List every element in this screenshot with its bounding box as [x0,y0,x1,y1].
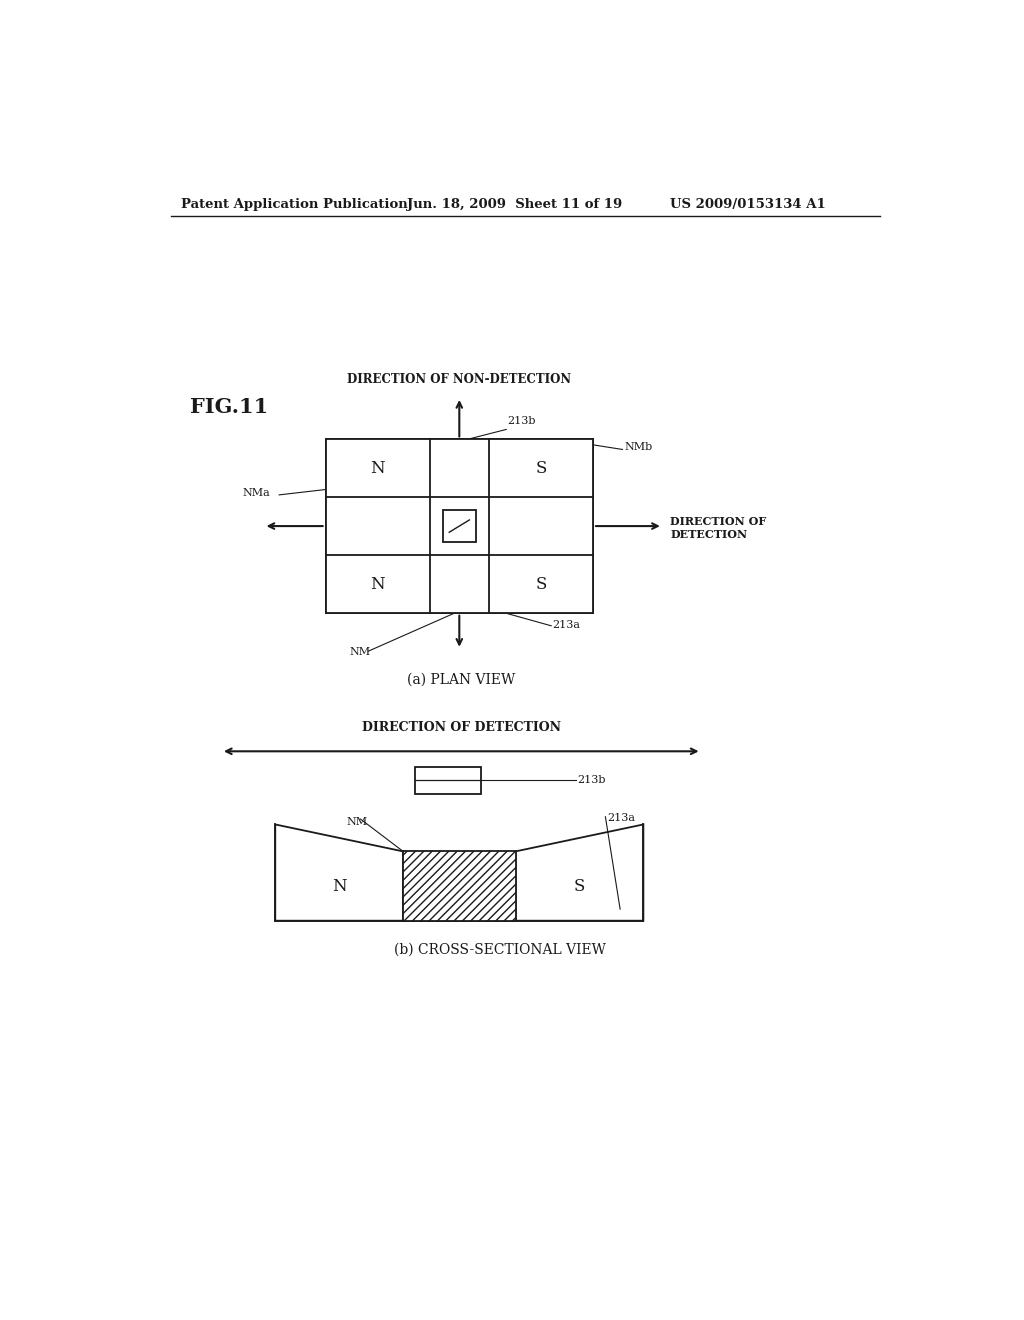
Bar [443,510,475,543]
Polygon shape [515,825,643,921]
Text: DIRECTION OF NON-DETECTION: DIRECTION OF NON-DETECTION [347,372,571,385]
Bar [430,440,488,612]
Text: Jun. 18, 2009  Sheet 11 of 19: Jun. 18, 2009 Sheet 11 of 19 [407,198,623,211]
Text: N: N [371,576,385,593]
Text: (a) PLAN VIEW: (a) PLAN VIEW [408,673,515,686]
Bar [326,440,430,496]
Polygon shape [403,851,515,921]
Text: NMb: NMb [624,442,652,453]
Bar [326,440,593,612]
Text: NM: NM [350,647,371,657]
Text: NM: NM [346,817,368,826]
Text: N: N [332,878,346,895]
Text: N: N [371,459,385,477]
Text: 213a: 213a [553,620,581,631]
Text: S: S [536,576,547,593]
Text: (b) CROSS-SECTIONAL VIEW: (b) CROSS-SECTIONAL VIEW [394,942,606,956]
Polygon shape [275,825,403,921]
Text: S: S [536,459,547,477]
Bar [326,556,430,612]
Bar [326,440,593,612]
Text: S: S [573,878,585,895]
Text: 213b: 213b [578,775,606,785]
Text: 213b: 213b [508,416,537,426]
Text: DIRECTION OF DETECTION: DIRECTION OF DETECTION [361,721,561,734]
Text: FIG.11: FIG.11 [190,397,268,417]
Bar [488,440,593,496]
Text: 213a: 213a [607,813,635,822]
Bar [488,556,593,612]
Text: US 2009/0153134 A1: US 2009/0153134 A1 [671,198,826,211]
Text: DIRECTION OF
DETECTION: DIRECTION OF DETECTION [671,516,767,540]
Text: Patent Application Publication: Patent Application Publication [180,198,408,211]
Text: NMa: NMa [243,488,270,499]
Bar [326,496,593,556]
Bar [415,767,480,793]
